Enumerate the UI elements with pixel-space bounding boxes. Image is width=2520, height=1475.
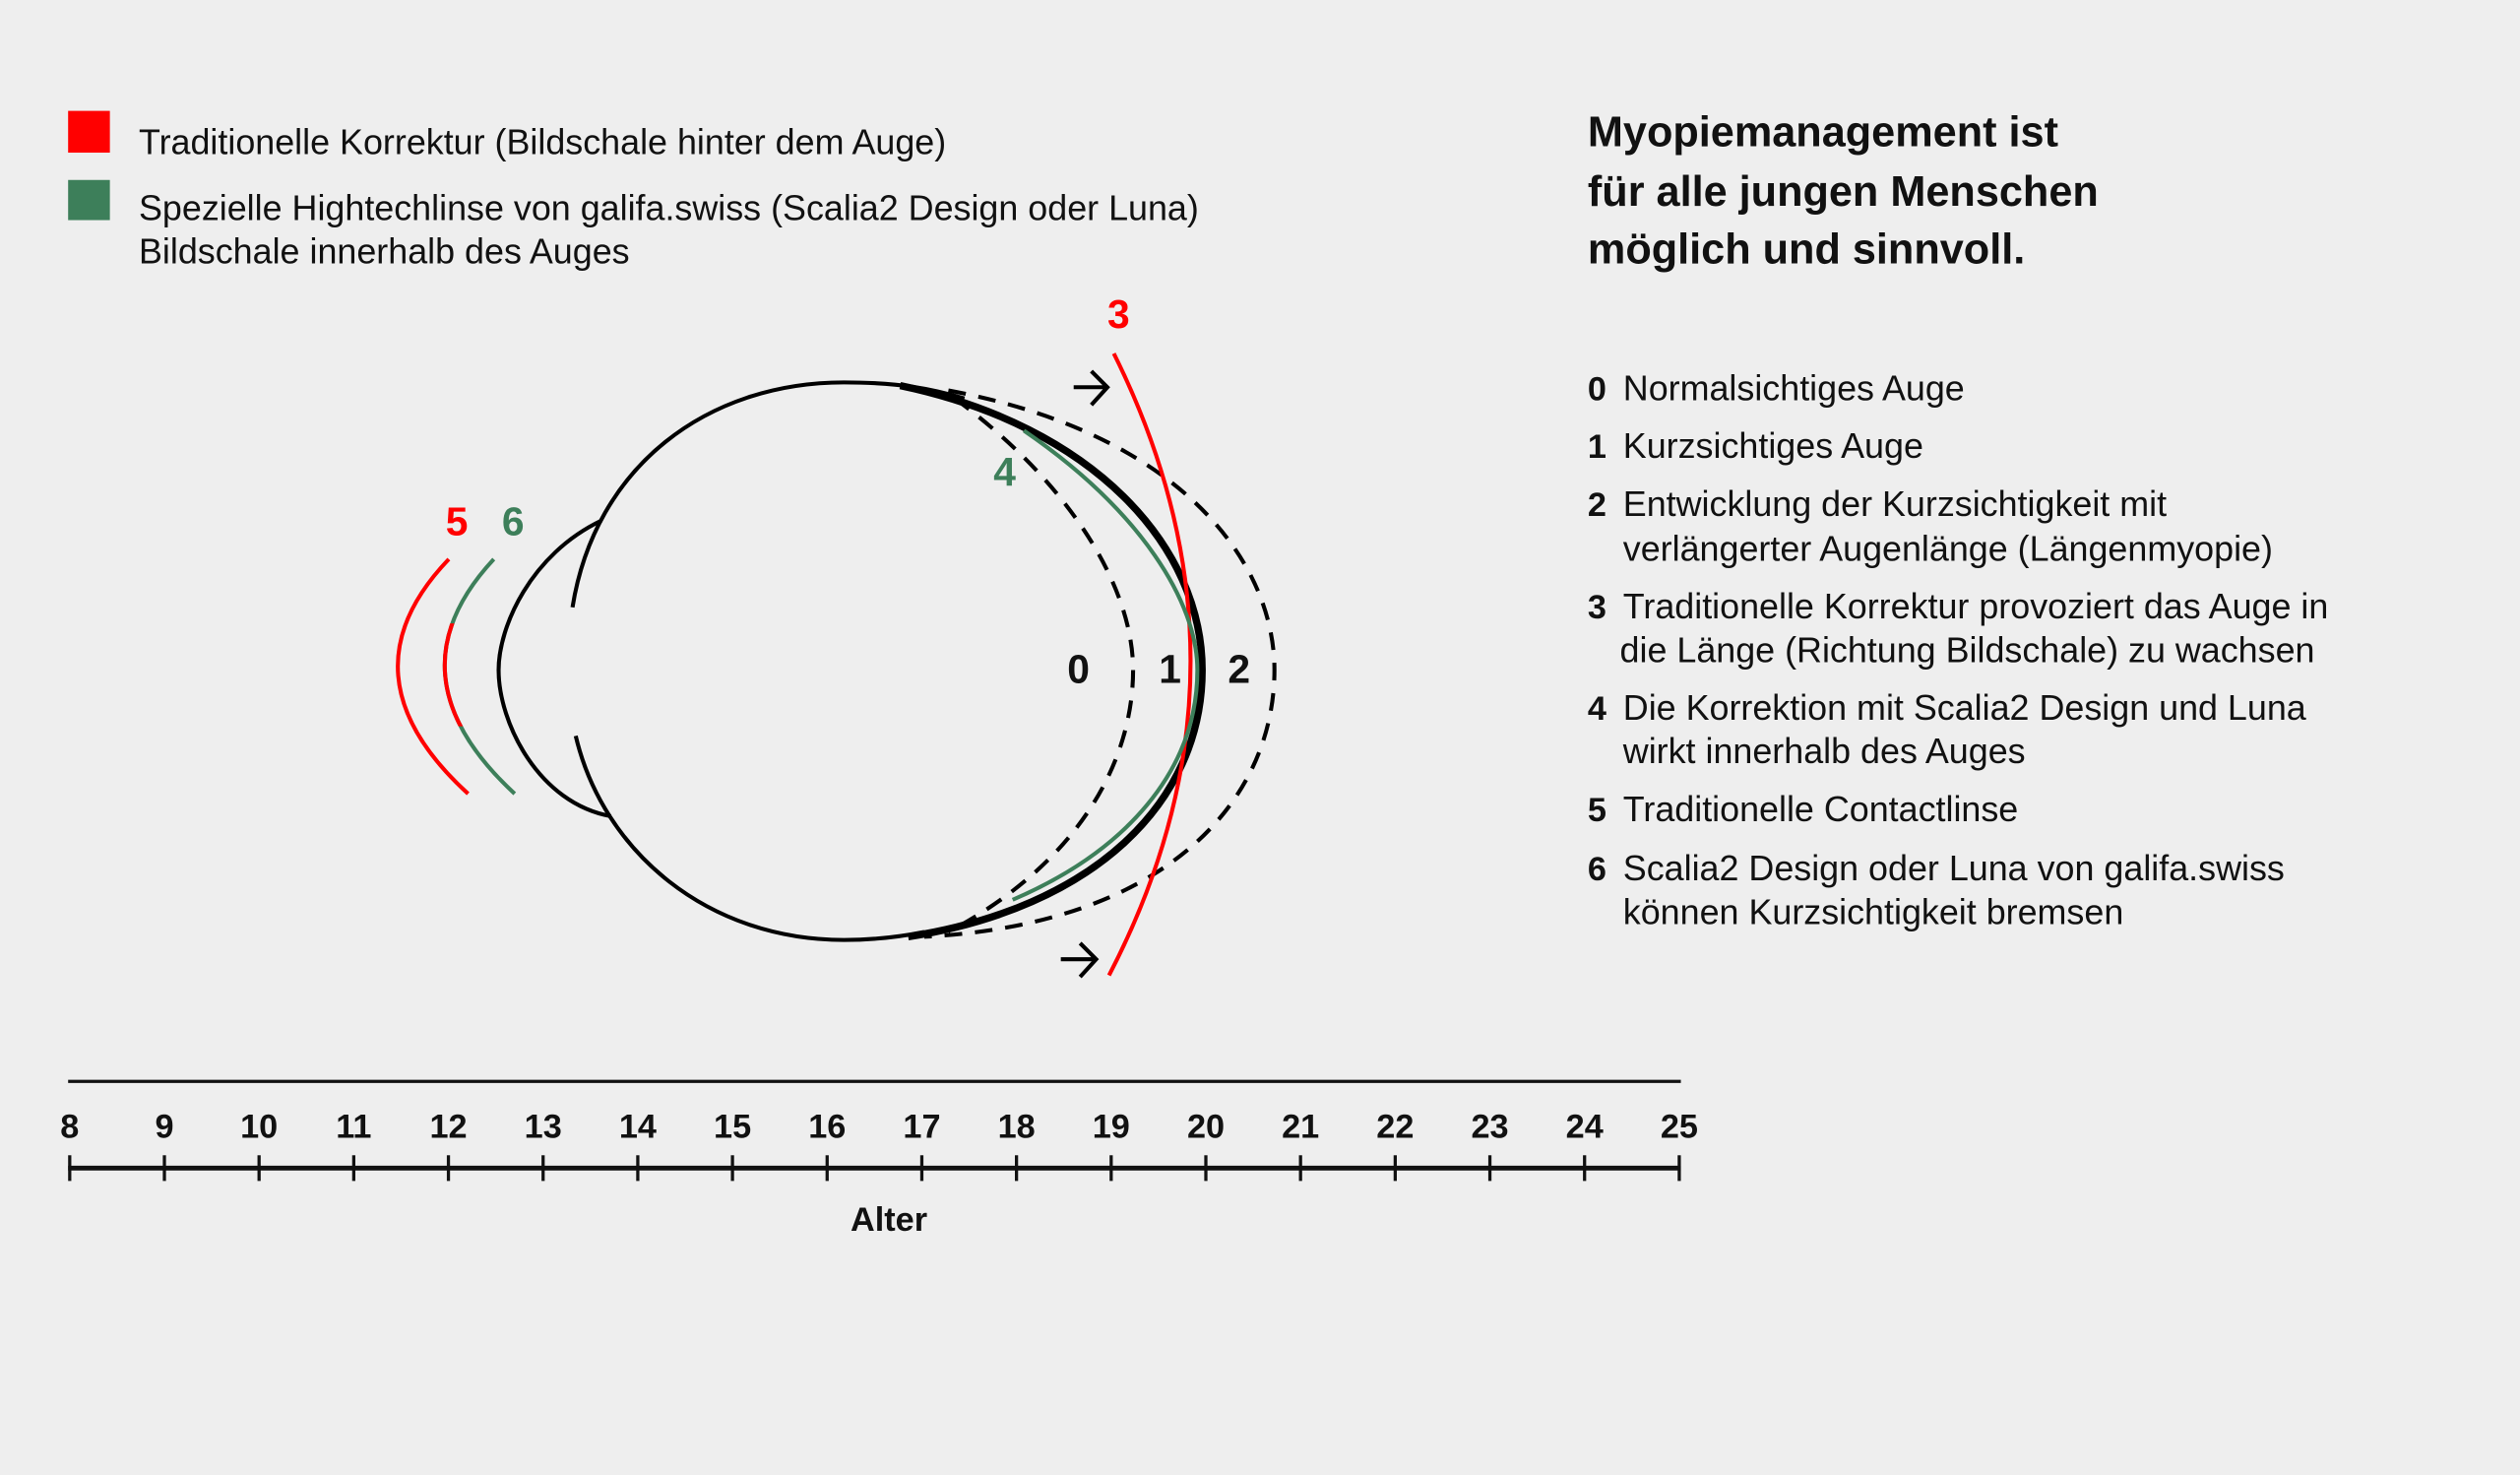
list-text: Entwicklung der Kurzsichtigkeit mit bbox=[1623, 484, 2167, 524]
explanation-list: 0 Normalsichtiges Auge 1 Kurzsichtiges A… bbox=[1588, 368, 2328, 931]
age-tick-label: 15 bbox=[714, 1108, 751, 1145]
legend-swatch-green bbox=[68, 179, 110, 221]
age-tick-label: 21 bbox=[1282, 1108, 1319, 1145]
list-text: verlängerter Augenlänge (Längenmyopie) bbox=[1623, 530, 2273, 569]
age-tick-label: 24 bbox=[1566, 1108, 1604, 1145]
label-0: 0 bbox=[1067, 647, 1090, 692]
heading-line-2: für alle jungen Menschen bbox=[1588, 168, 2099, 216]
eye-globe-lower bbox=[573, 735, 925, 942]
age-tick-label: 22 bbox=[1376, 1108, 1414, 1145]
traditional-contact-lens-5 bbox=[396, 557, 470, 796]
label-2: 2 bbox=[1228, 647, 1250, 692]
age-tick-label: 10 bbox=[240, 1108, 278, 1145]
list-text: Kurzsichtiges Auge bbox=[1623, 426, 1923, 466]
list-text: Traditionelle Korrektur provoziert das A… bbox=[1623, 587, 2329, 626]
eye-normal-outline-0 bbox=[947, 397, 1136, 934]
eye-myopic-outline-1 bbox=[899, 382, 1206, 940]
age-tick-label: 9 bbox=[155, 1108, 173, 1145]
list-text: die Länge (Richtung Bildschale) zu wachs… bbox=[1620, 630, 2315, 670]
scalia-lens-6-red-zone bbox=[442, 623, 464, 727]
legend-text-green: Spezielle Hightechlinse von galifa.swiss… bbox=[139, 189, 1199, 228]
scalia-lens-6 bbox=[442, 557, 517, 796]
label-5: 5 bbox=[446, 498, 469, 544]
legend-text-red: Traditionelle Korrektur (Bildschale hint… bbox=[139, 123, 946, 162]
age-tick-label: 25 bbox=[1661, 1108, 1698, 1145]
legend-swatch-red bbox=[68, 110, 110, 154]
cornea bbox=[496, 518, 612, 818]
age-tick-label: 12 bbox=[429, 1108, 467, 1145]
arrow-bottom-icon bbox=[1060, 941, 1100, 979]
list-num: 2 bbox=[1588, 486, 1606, 524]
heading-line-3: möglich und sinnvoll. bbox=[1588, 226, 2025, 274]
age-tick-label: 13 bbox=[525, 1108, 562, 1145]
heading-line-1: Myopiemanagement ist bbox=[1588, 108, 2058, 156]
list-text: Normalsichtiges Auge bbox=[1623, 368, 1965, 408]
list-num: 0 bbox=[1588, 370, 1606, 408]
label-4: 4 bbox=[993, 449, 1016, 494]
age-tick-label: 14 bbox=[619, 1108, 657, 1145]
eye-elongated-outline-2 bbox=[923, 388, 1277, 939]
list-num: 1 bbox=[1588, 428, 1606, 466]
list-num: 6 bbox=[1588, 851, 1606, 888]
label-3: 3 bbox=[1107, 291, 1130, 337]
hightech-image-shell-4 bbox=[1011, 428, 1200, 902]
age-tick-label: 11 bbox=[336, 1108, 371, 1145]
list-text: Die Korrektion mit Scalia2 Design und Lu… bbox=[1623, 688, 2306, 728]
list-num: 4 bbox=[1588, 690, 1606, 728]
eye-globe bbox=[570, 380, 966, 609]
list-num: 5 bbox=[1588, 792, 1606, 829]
age-tick-label: 8 bbox=[60, 1108, 79, 1145]
list-text: Traditionelle Contactlinse bbox=[1623, 790, 2018, 829]
age-tick-label: 17 bbox=[903, 1108, 940, 1145]
traditional-image-shell-3 bbox=[1106, 353, 1193, 977]
arrow-top-icon bbox=[1073, 369, 1110, 407]
legend-text-green-2: Bildschale innerhalb des Auges bbox=[139, 232, 630, 272]
list-text: wirkt innerhalb des Auges bbox=[1622, 732, 2026, 771]
list-text: Scalia2 Design oder Luna von galifa.swis… bbox=[1623, 849, 2285, 888]
age-tick-label: 20 bbox=[1187, 1108, 1225, 1145]
age-axis-ticks: 8 9 10 11 12 13 14 15 16 17 18 19 20 21 22 23 24 25 bbox=[60, 1108, 1698, 1182]
label-1: 1 bbox=[1159, 647, 1181, 692]
age-tick-label: 18 bbox=[998, 1108, 1036, 1145]
list-num: 3 bbox=[1588, 589, 1606, 626]
eye-illustration bbox=[396, 353, 1277, 979]
age-tick-label: 16 bbox=[808, 1108, 846, 1145]
age-axis-label: Alter bbox=[850, 1201, 927, 1239]
age-tick-label: 19 bbox=[1093, 1108, 1130, 1145]
list-text: können Kurzsichtigkeit bremsen bbox=[1623, 892, 2124, 931]
label-6: 6 bbox=[502, 498, 525, 544]
age-tick-label: 23 bbox=[1471, 1108, 1508, 1145]
